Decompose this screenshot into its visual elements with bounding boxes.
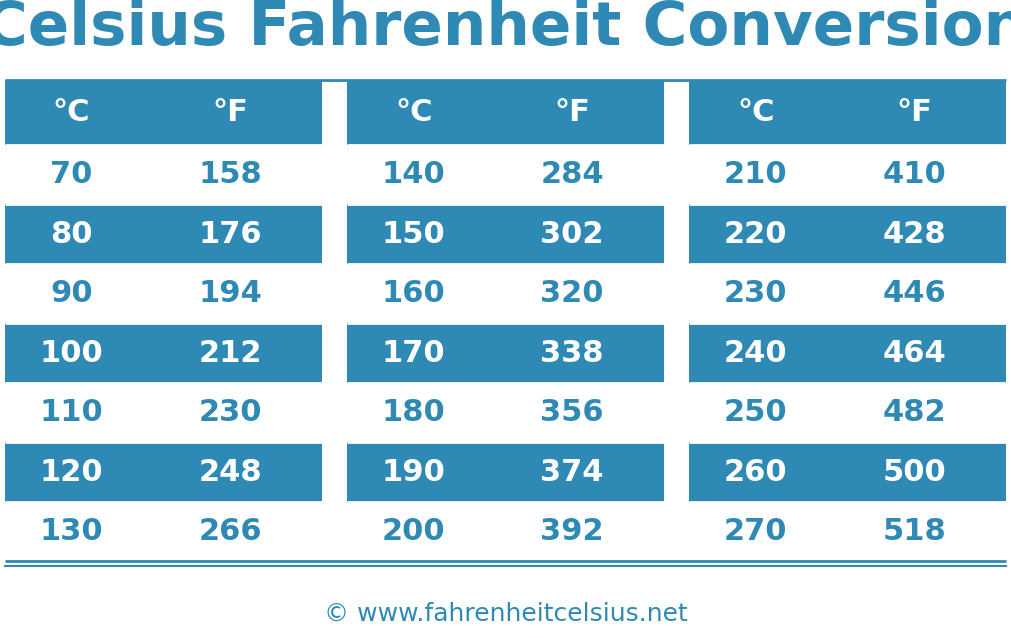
Text: 150: 150 [382,219,446,249]
Text: 392: 392 [540,517,604,546]
Text: 500: 500 [883,457,946,487]
Text: 230: 230 [724,279,788,308]
Text: 70: 70 [51,160,93,189]
Text: 464: 464 [883,339,946,367]
Bar [5,442,321,502]
Text: 230: 230 [198,398,262,427]
Text: 356: 356 [540,398,604,427]
Bar [690,323,1006,383]
Text: 518: 518 [883,517,946,546]
Text: 210: 210 [724,160,788,189]
Text: 212: 212 [198,339,262,367]
Text: 270: 270 [724,517,788,546]
Text: °F: °F [896,98,932,127]
Text: 158: 158 [198,160,262,189]
Text: Celsius Fahrenheit Conversion: Celsius Fahrenheit Conversion [0,0,1011,58]
Text: 190: 190 [382,457,446,487]
Bar [690,204,1006,264]
Bar [690,442,1006,502]
Text: 130: 130 [39,517,103,546]
Bar [5,323,321,383]
Text: 260: 260 [724,457,788,487]
Text: 284: 284 [540,160,604,189]
Text: © www.fahrenheitcelsius.net: © www.fahrenheitcelsius.net [324,602,687,626]
Text: °F: °F [212,98,248,127]
Text: 170: 170 [382,339,446,367]
Text: 176: 176 [198,219,262,249]
Text: 266: 266 [198,517,262,546]
Text: 410: 410 [883,160,946,189]
Text: 250: 250 [724,398,788,427]
Text: °C: °C [395,98,433,127]
Bar [690,80,1006,145]
Text: °C: °C [737,98,774,127]
Bar [5,204,321,264]
Bar [5,80,321,145]
Text: 80: 80 [51,219,93,249]
Bar [347,323,664,383]
Text: 120: 120 [39,457,103,487]
Text: 160: 160 [382,279,446,308]
Text: 100: 100 [39,339,103,367]
Text: 140: 140 [382,160,446,189]
Text: 338: 338 [540,339,604,367]
Bar [347,80,664,145]
Bar [347,442,664,502]
Text: 248: 248 [198,457,262,487]
Text: 482: 482 [883,398,946,427]
Text: 110: 110 [39,398,103,427]
Text: 240: 240 [724,339,788,367]
Text: 374: 374 [540,457,604,487]
Text: 180: 180 [382,398,446,427]
Text: 220: 220 [724,219,788,249]
Text: °C: °C [53,98,90,127]
Text: 302: 302 [540,219,604,249]
Text: 428: 428 [883,219,946,249]
Text: 320: 320 [540,279,604,308]
Text: °F: °F [554,98,590,127]
Text: 200: 200 [382,517,446,546]
Text: 90: 90 [51,279,93,308]
Bar [347,204,664,264]
Text: 446: 446 [883,279,946,308]
Text: 194: 194 [198,279,262,308]
